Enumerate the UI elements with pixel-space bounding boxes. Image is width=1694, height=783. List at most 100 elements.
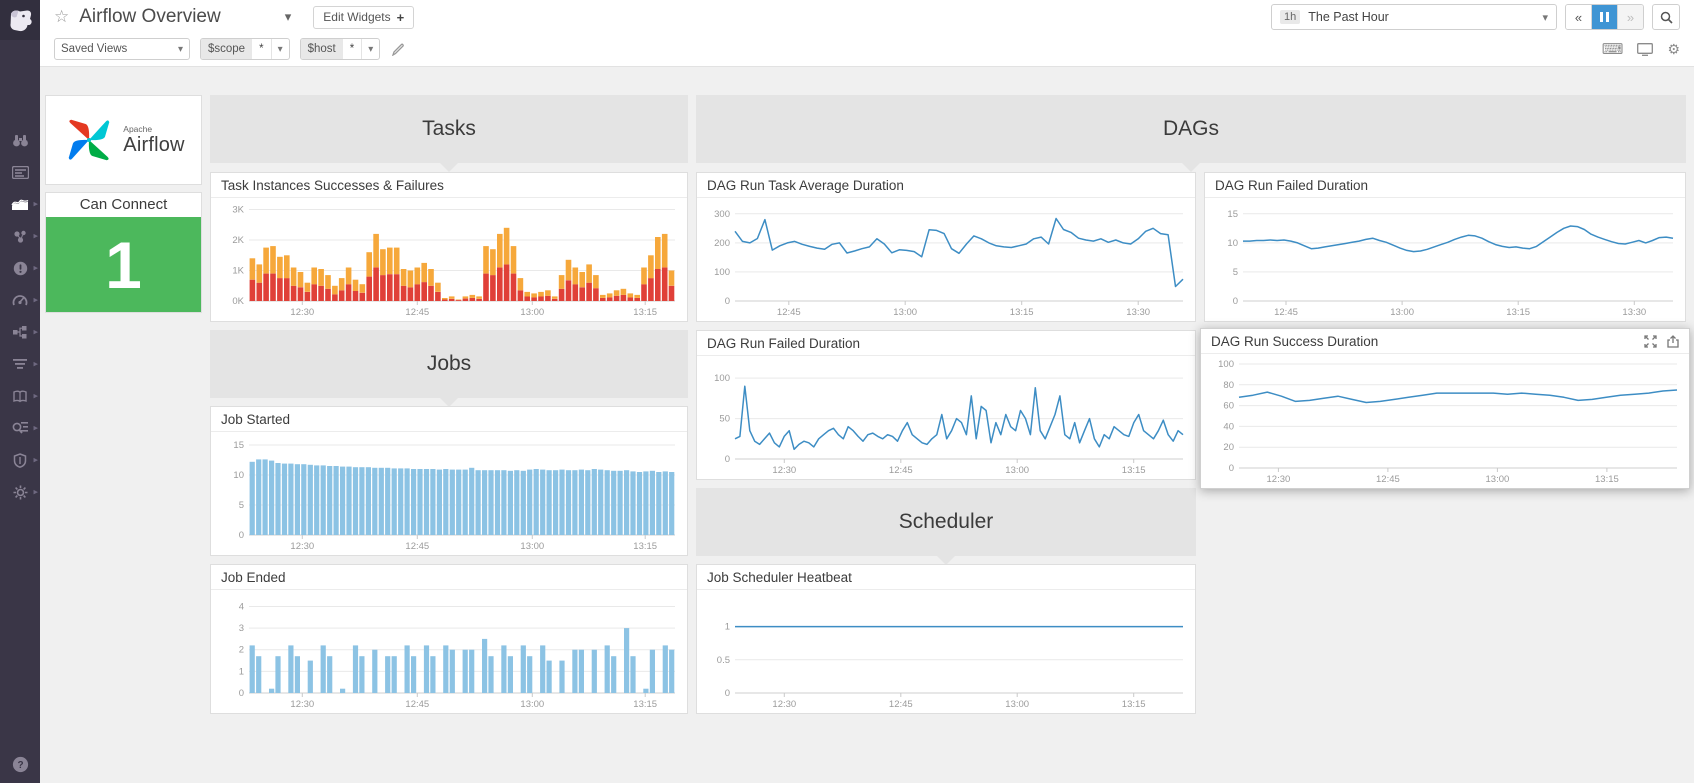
sidebar-item-monitors[interactable]: ▸ (0, 252, 40, 284)
svg-text:13:00: 13:00 (520, 307, 544, 318)
widget-dag-run-failed-duration-mid[interactable]: DAG Run Failed Duration 0 50 100 12:30 12:45… (696, 330, 1196, 480)
svg-text:13:15: 13:15 (1506, 307, 1530, 318)
job-started-chart: 0 5 10 15 12:30 12:45 13:00 13:15 (211, 434, 687, 555)
widget-job-ended[interactable]: Job Ended 0 1 2 3 4 12:30 12:45 13:00 13:15 (210, 564, 688, 714)
shield-icon (13, 452, 27, 468)
svg-text:12:45: 12:45 (889, 465, 913, 476)
template-var-scope[interactable]: $scope * ▾ (200, 38, 290, 60)
sidebar: ▸ ▸ ▸ ▸ (0, 0, 40, 783)
search-lines-icon (12, 422, 28, 434)
widget-task-instances[interactable]: Task Instances Successes & Failures 0K 1K… (210, 172, 688, 322)
sidebar-item-trace-search[interactable]: ▸ (0, 412, 40, 444)
edit-template-vars-button[interactable] (392, 43, 405, 56)
svg-text:12:45: 12:45 (405, 541, 429, 552)
widget-dag-run-success-duration[interactable]: DAG Run Success Duration 0 20 40 60 80 100 12:… (1200, 328, 1690, 489)
svg-text:60: 60 (1223, 401, 1234, 412)
widget-job-started[interactable]: Job Started 0 5 10 15 12:30 12:45 13:00 13:15 (210, 406, 688, 556)
svg-text:3: 3 (239, 623, 244, 634)
help-icon: ? (12, 756, 28, 773)
sidebar-item-apm[interactable]: ▸ (0, 284, 40, 316)
tv-mode-icon[interactable] (1637, 42, 1654, 56)
airflow-pinwheel-icon (69, 119, 110, 161)
svg-text:0: 0 (239, 530, 244, 541)
widget-title: Job Ended (211, 565, 687, 590)
sidebar-item-settings[interactable]: ▸ (0, 476, 40, 508)
datadog-logo[interactable] (0, 0, 40, 40)
sidebar-item-metrics[interactable]: ▸ (0, 188, 40, 220)
time-range-selector[interactable]: 1h The Past Hour ▾ (1271, 4, 1557, 30)
metrics-chart-icon (11, 199, 29, 210)
svg-text:12:30: 12:30 (1267, 474, 1291, 485)
sidebar-item-logs[interactable]: ▸ (0, 348, 40, 380)
widget-airflow-logo[interactable]: Apache Airflow (45, 95, 202, 185)
svg-text:12:45: 12:45 (1274, 307, 1298, 318)
widget-dag-run-failed-duration-top[interactable]: DAG Run Failed Duration 0 5 10 15 12:45 13:00… (1204, 172, 1686, 322)
svg-text:12:30: 12:30 (290, 541, 314, 552)
section-label: DAGs (1162, 117, 1219, 140)
template-var-value: * (343, 39, 363, 59)
widget-dag-run-task-average-duration[interactable]: DAG Run Task Average Duration 0 100 200 300… (696, 172, 1196, 322)
section-header-tasks: Tasks (210, 95, 688, 172)
edit-widgets-label: Edit Widgets (323, 10, 391, 24)
svg-text:?: ? (17, 760, 23, 771)
chevron-right-icon: ▸ (33, 358, 38, 369)
svg-text:1: 1 (725, 622, 730, 633)
svg-text:15: 15 (233, 440, 244, 451)
svg-text:0K: 0K (232, 296, 244, 307)
rewind-button[interactable]: « (1566, 5, 1591, 29)
saved-views-label: Saved Views (61, 43, 128, 55)
chevron-down-icon: ▾ (1542, 11, 1548, 24)
svg-text:100: 100 (1218, 359, 1234, 370)
zoom-button[interactable] (1652, 4, 1680, 30)
sidebar-item-watchdog[interactable] (0, 124, 40, 156)
svg-text:2: 2 (239, 645, 244, 656)
template-var-host[interactable]: $host * ▾ (299, 38, 381, 60)
sidebar-item-dashboards[interactable] (0, 156, 40, 188)
widget-can-connect[interactable]: Can Connect 1 (45, 192, 202, 313)
dashboard-settings-gear-icon[interactable]: ⚙ (1667, 40, 1680, 57)
widget-title: DAG Run Success Duration (1211, 334, 1379, 349)
svg-text:13:15: 13:15 (633, 307, 657, 318)
svg-text:12:45: 12:45 (405, 307, 429, 318)
svg-text:13:15: 13:15 (633, 699, 657, 710)
svg-text:13:15: 13:15 (1122, 465, 1146, 476)
template-var-value: * (252, 39, 272, 59)
widget-job-scheduler-heatbeat[interactable]: Job Scheduler Heatbeat 0 0.5 1 12:30 12:45 13… (696, 564, 1196, 714)
svg-text:50: 50 (719, 414, 730, 425)
svg-text:0: 0 (239, 688, 244, 699)
sidebar-item-integrations[interactable]: ▸ (0, 316, 40, 348)
sidebar-item-help[interactable]: ? (0, 756, 40, 773)
svg-text:13:00: 13:00 (1005, 699, 1029, 710)
expand-icon[interactable] (1644, 335, 1657, 348)
svg-text:13:00: 13:00 (520, 541, 544, 552)
sidebar-item-infrastructure[interactable]: ▸ (0, 220, 40, 252)
pause-button[interactable] (1591, 5, 1617, 29)
favorite-star-icon[interactable]: ☆ (54, 7, 70, 26)
svg-text:10: 10 (233, 470, 244, 481)
airflow-wordmark: Apache Airflow (123, 123, 185, 156)
dashboard-switcher-chevron-icon[interactable]: ▾ (284, 9, 292, 24)
edit-widgets-button[interactable]: Edit Widgets + (313, 5, 415, 29)
svg-text:15: 15 (1227, 209, 1238, 220)
svg-text:0: 0 (1233, 296, 1238, 307)
svg-text:13:30: 13:30 (1622, 307, 1646, 318)
forward-button[interactable]: » (1617, 5, 1643, 29)
sidebar-item-security[interactable]: ▸ (0, 444, 40, 476)
svg-text:10: 10 (1227, 238, 1238, 249)
dashboard-board-icon (11, 165, 29, 179)
svg-text:5: 5 (239, 500, 244, 511)
svg-text:13:00: 13:00 (520, 699, 544, 710)
sidebar-item-notebooks[interactable]: ▸ (0, 380, 40, 412)
section-header-jobs: Jobs (210, 330, 688, 407)
keyboard-shortcuts-icon[interactable]: ⌨ (1601, 41, 1624, 58)
time-range-badge: 1h (1280, 10, 1301, 24)
svg-text:20: 20 (1223, 442, 1234, 453)
svg-text:12:30: 12:30 (290, 699, 314, 710)
filter-lines-icon (13, 359, 27, 369)
section-label: Jobs (426, 352, 472, 375)
export-icon[interactable] (1667, 335, 1679, 348)
svg-text:1: 1 (239, 666, 244, 677)
svg-text:13:15: 13:15 (1595, 474, 1619, 485)
svg-text:12:45: 12:45 (889, 699, 913, 710)
saved-views-dropdown[interactable]: Saved Views ▾ (54, 38, 190, 60)
